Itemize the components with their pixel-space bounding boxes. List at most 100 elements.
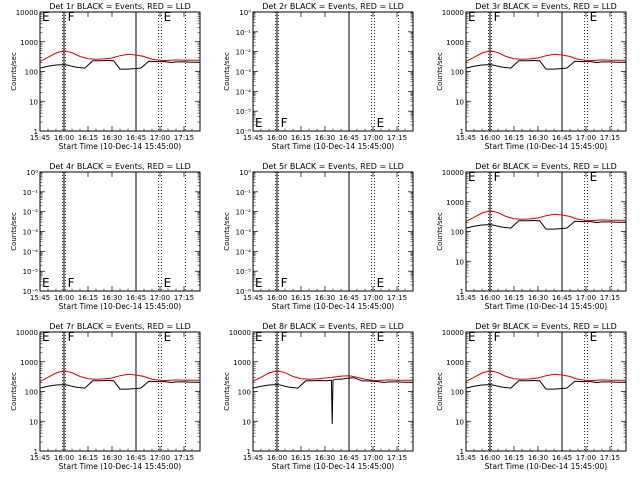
x-tick-label: 16:45 [126,294,146,302]
x-tick-label: 17:15 [174,294,194,302]
y-tick-label: 10⁰ [26,169,38,177]
x-tick-label: 15:45 [243,294,263,302]
x-tick-label: 16:45 [126,454,146,462]
chart-panel-1: Det 1r BLACK = Events, RED = LLD Counts/s… [10,2,201,151]
flag-label: F [494,10,501,24]
x-tick-label: 16:30 [102,294,122,302]
flag-label: E [590,330,598,344]
x-tick-label: 17:15 [387,294,407,302]
flag-label: E [164,330,172,344]
x-tick-label: 16:15 [78,454,98,462]
chart-panel-8: Det 8r BLACK = Events, RED = LLD Counts/s… [223,322,414,471]
y-tick-label: 10⁻⁴ [236,88,252,96]
series-line-lld [39,370,200,382]
chart-panel-5: Det 5r BLACK = Events, RED = LLD Counts/s… [223,162,414,311]
y-axis-label: Counts/sec [436,372,444,411]
y-axis-label: Counts/sec [10,212,18,251]
x-tick-label: 16:15 [291,454,311,462]
y-tick-label: 10 [242,418,251,426]
x-tick-label: 16:00 [480,294,500,302]
y-tick-label: 10⁻³ [236,69,252,77]
x-tick-label: 15:45 [30,454,50,462]
chart-title: Det 1r BLACK = Events, RED = LLD [49,2,191,11]
x-tick-label: 16:30 [102,454,122,462]
x-tick-label: 15:45 [30,294,50,302]
x-tick-label: 16:30 [102,134,122,142]
flag-label: E [255,116,263,130]
x-tick-label: 16:45 [126,134,146,142]
x-axis-label: Start Time (10-Dec-14 15:45:00) [272,142,394,151]
flag-label: E [42,10,50,24]
x-tick-label: 17:00 [150,134,170,142]
y-tick-label: 10⁰ [239,9,251,17]
y-tick-label: 10000 [16,9,38,17]
flag-label: E [42,276,50,290]
x-tick-label: 17:15 [600,294,620,302]
x-tick-label: 16:15 [78,134,98,142]
series-line-events [465,59,626,70]
y-tick-label: 10⁻² [236,49,252,57]
y-tick-label: 10⁻⁴ [23,248,39,256]
series-line-lld [39,50,200,62]
x-tick-label: 17:00 [363,454,383,462]
y-tick-label: 10 [29,418,38,426]
x-tick-label: 15:45 [456,454,476,462]
x-tick-label: 16:15 [504,134,524,142]
y-tick-label: 10 [29,98,38,106]
series-line-lld [465,370,626,382]
chart-title: Det 8r BLACK = Events, RED = LLD [262,322,404,331]
chart-panel-4: Det 4r BLACK = Events, RED = LLD Counts/s… [10,162,201,311]
flag-label: F [281,276,288,290]
x-tick-label: 15:45 [456,294,476,302]
y-tick-label: 10⁻⁶ [236,288,252,296]
y-tick-label: 100 [451,69,464,77]
x-axis-label: Start Time (10-Dec-14 15:45:00) [485,142,607,151]
x-tick-label: 17:00 [576,454,596,462]
y-tick-label: 100 [25,389,38,397]
chart-title: Det 4r BLACK = Events, RED = LLD [49,162,191,171]
flag-label: E [377,330,385,344]
flag-label: E [255,276,263,290]
y-tick-label: 1000 [20,359,38,367]
y-tick-label: 10000 [442,9,464,17]
y-tick-label: 10⁻⁴ [236,248,252,256]
y-axis-label: Counts/sec [436,52,444,91]
x-tick-label: 16:30 [528,294,548,302]
y-tick-label: 10⁻² [23,209,39,217]
y-tick-label: 10 [455,98,464,106]
y-tick-label: 10 [455,258,464,266]
y-tick-label: 1000 [446,359,464,367]
y-tick-label: 1 [247,448,251,456]
x-tick-label: 17:15 [387,134,407,142]
y-tick-label: 1000 [446,39,464,47]
x-tick-label: 17:15 [174,134,194,142]
x-tick-label: 17:00 [150,294,170,302]
x-tick-label: 16:30 [315,134,335,142]
flag-label: E [377,116,385,130]
x-tick-label: 16:45 [339,294,359,302]
y-tick-label: 10⁰ [239,169,251,177]
x-tick-label: 16:30 [528,134,548,142]
flag-label: E [590,170,598,184]
x-tick-label: 16:15 [291,134,311,142]
x-tick-label: 16:00 [267,294,287,302]
x-tick-label: 16:30 [528,454,548,462]
x-tick-label: 16:00 [267,454,287,462]
y-tick-label: 1000 [446,199,464,207]
x-tick-label: 15:45 [456,134,476,142]
y-tick-label: 1 [34,128,38,136]
x-tick-label: 16:45 [552,134,572,142]
y-tick-label: 10⁻³ [236,229,252,237]
y-tick-label: 10⁻¹ [236,29,252,37]
x-tick-label: 17:15 [600,134,620,142]
series-line-events [39,59,200,70]
x-tick-label: 17:00 [576,294,596,302]
x-tick-label: 16:15 [504,294,524,302]
y-tick-label: 100 [25,69,38,77]
x-tick-label: 17:00 [576,134,596,142]
series-line-events [465,379,626,390]
chart-title: Det 2r BLACK = Events, RED = LLD [262,2,404,11]
x-axis-label: Start Time (10-Dec-14 15:45:00) [272,302,394,311]
y-tick-label: 10⁻⁵ [236,108,252,116]
y-tick-label: 10000 [229,329,251,337]
